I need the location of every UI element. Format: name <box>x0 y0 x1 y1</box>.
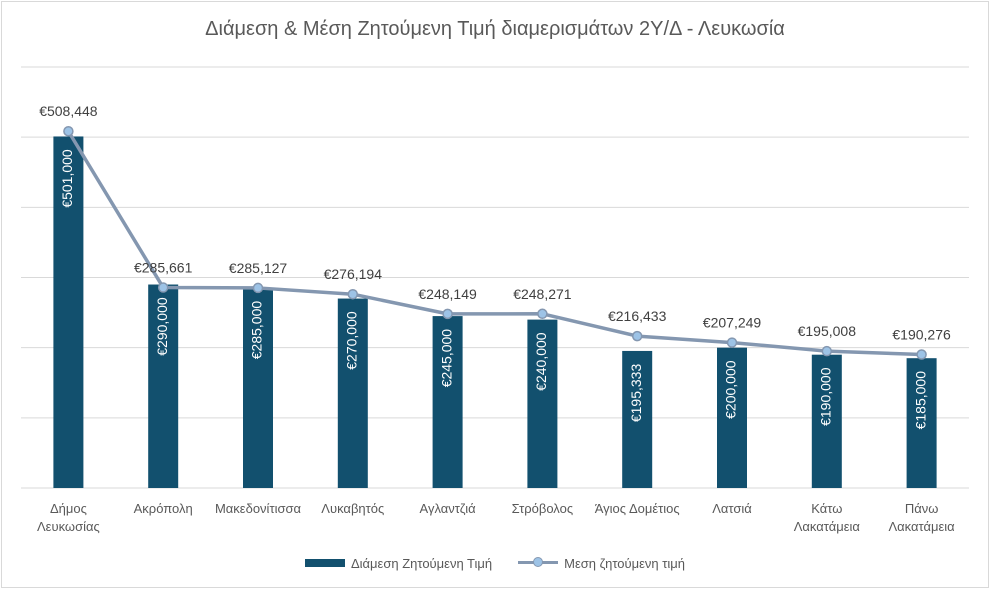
line-point <box>631 330 643 342</box>
line-point <box>157 282 169 293</box>
legend-item-line: Μεση ζητούμενη τιμή <box>518 556 685 571</box>
x-tick-label: Άγιος Δομέτιος <box>595 501 680 516</box>
bar-value-label: €185,000 <box>912 371 928 430</box>
bar-value-label: €190,000 <box>818 367 834 426</box>
x-tick-label: Λακατάμεια <box>794 519 861 534</box>
line-point <box>347 288 359 300</box>
x-tick-label: Λατσιά <box>712 501 752 516</box>
x-tick-label: Αγλαντζιά <box>420 501 477 516</box>
x-tick-label: Δήμος <box>50 501 87 516</box>
line-value-label: €190,276 <box>892 326 951 342</box>
x-tick-label: Λακατάμεια <box>888 519 955 534</box>
bar <box>148 284 179 488</box>
line-value-label: €508,448 <box>39 103 98 119</box>
line-value-label: €248,271 <box>513 286 572 302</box>
line-value-label: €248,149 <box>418 286 477 302</box>
line-point <box>63 125 74 137</box>
line-value-label: €285,661 <box>134 260 193 276</box>
bar <box>243 288 273 488</box>
legend-bar-swatch <box>304 559 345 567</box>
bar <box>53 136 84 488</box>
line-point <box>537 308 548 320</box>
legend-label-line: Μεση ζητούμενη τιμή <box>564 555 686 571</box>
x-tick-label: Κάτω <box>811 501 842 516</box>
bar-value-label: €240,000 <box>533 332 549 391</box>
bar-value-label: €245,000 <box>438 329 454 388</box>
line-point <box>442 308 453 320</box>
line-value-label: €207,249 <box>703 315 762 331</box>
x-tick-label: Ακρόπολη <box>134 501 193 516</box>
x-tick-label: Λυκαβητός <box>321 501 384 516</box>
legend-item-bars: Διάμεση Ζητούμενη Τιμή <box>304 555 493 571</box>
x-tick-label: Πάνω <box>905 501 939 516</box>
bar-value-label: €270,000 <box>344 311 360 370</box>
line-point <box>252 282 264 294</box>
bar-value-label: €195,333 <box>628 364 644 423</box>
line-value-label: €276,194 <box>324 266 383 282</box>
bar <box>906 358 937 488</box>
bar <box>337 298 368 488</box>
bar-value-label: €200,000 <box>723 360 739 419</box>
x-tick-label: Λευκωσίας <box>37 519 100 534</box>
bar <box>811 354 842 488</box>
series-line <box>66 130 922 357</box>
bar <box>527 319 558 488</box>
bar-value-label: €290,000 <box>154 297 170 356</box>
line-value-label: €285,127 <box>229 260 288 276</box>
x-tick-label: Μακεδονίτισσα <box>215 501 302 516</box>
chart-title: Διάμεση & Μέση Ζητούμενη Τιμή διαμερισμά… <box>205 18 785 40</box>
chart-legend: Διάμεση Ζητούμενη Τιμή Μεση ζητούμενη τι… <box>0 553 990 573</box>
x-tick-label: Στρόβολος <box>512 501 573 516</box>
line-value-label: €216,433 <box>608 308 667 324</box>
legend-line-swatch <box>518 557 559 569</box>
line-point <box>821 345 833 357</box>
bar <box>432 316 463 488</box>
line-point <box>726 337 738 348</box>
legend-label-bars: Διάμεση Ζητούμενη Τιμή <box>350 555 493 571</box>
line-value-label: €195,008 <box>798 323 857 339</box>
bar-value-label: €501,000 <box>59 149 75 208</box>
line-point <box>916 349 927 360</box>
bar <box>622 350 653 488</box>
bar <box>717 347 747 488</box>
bar-value-label: €285,000 <box>249 301 265 360</box>
